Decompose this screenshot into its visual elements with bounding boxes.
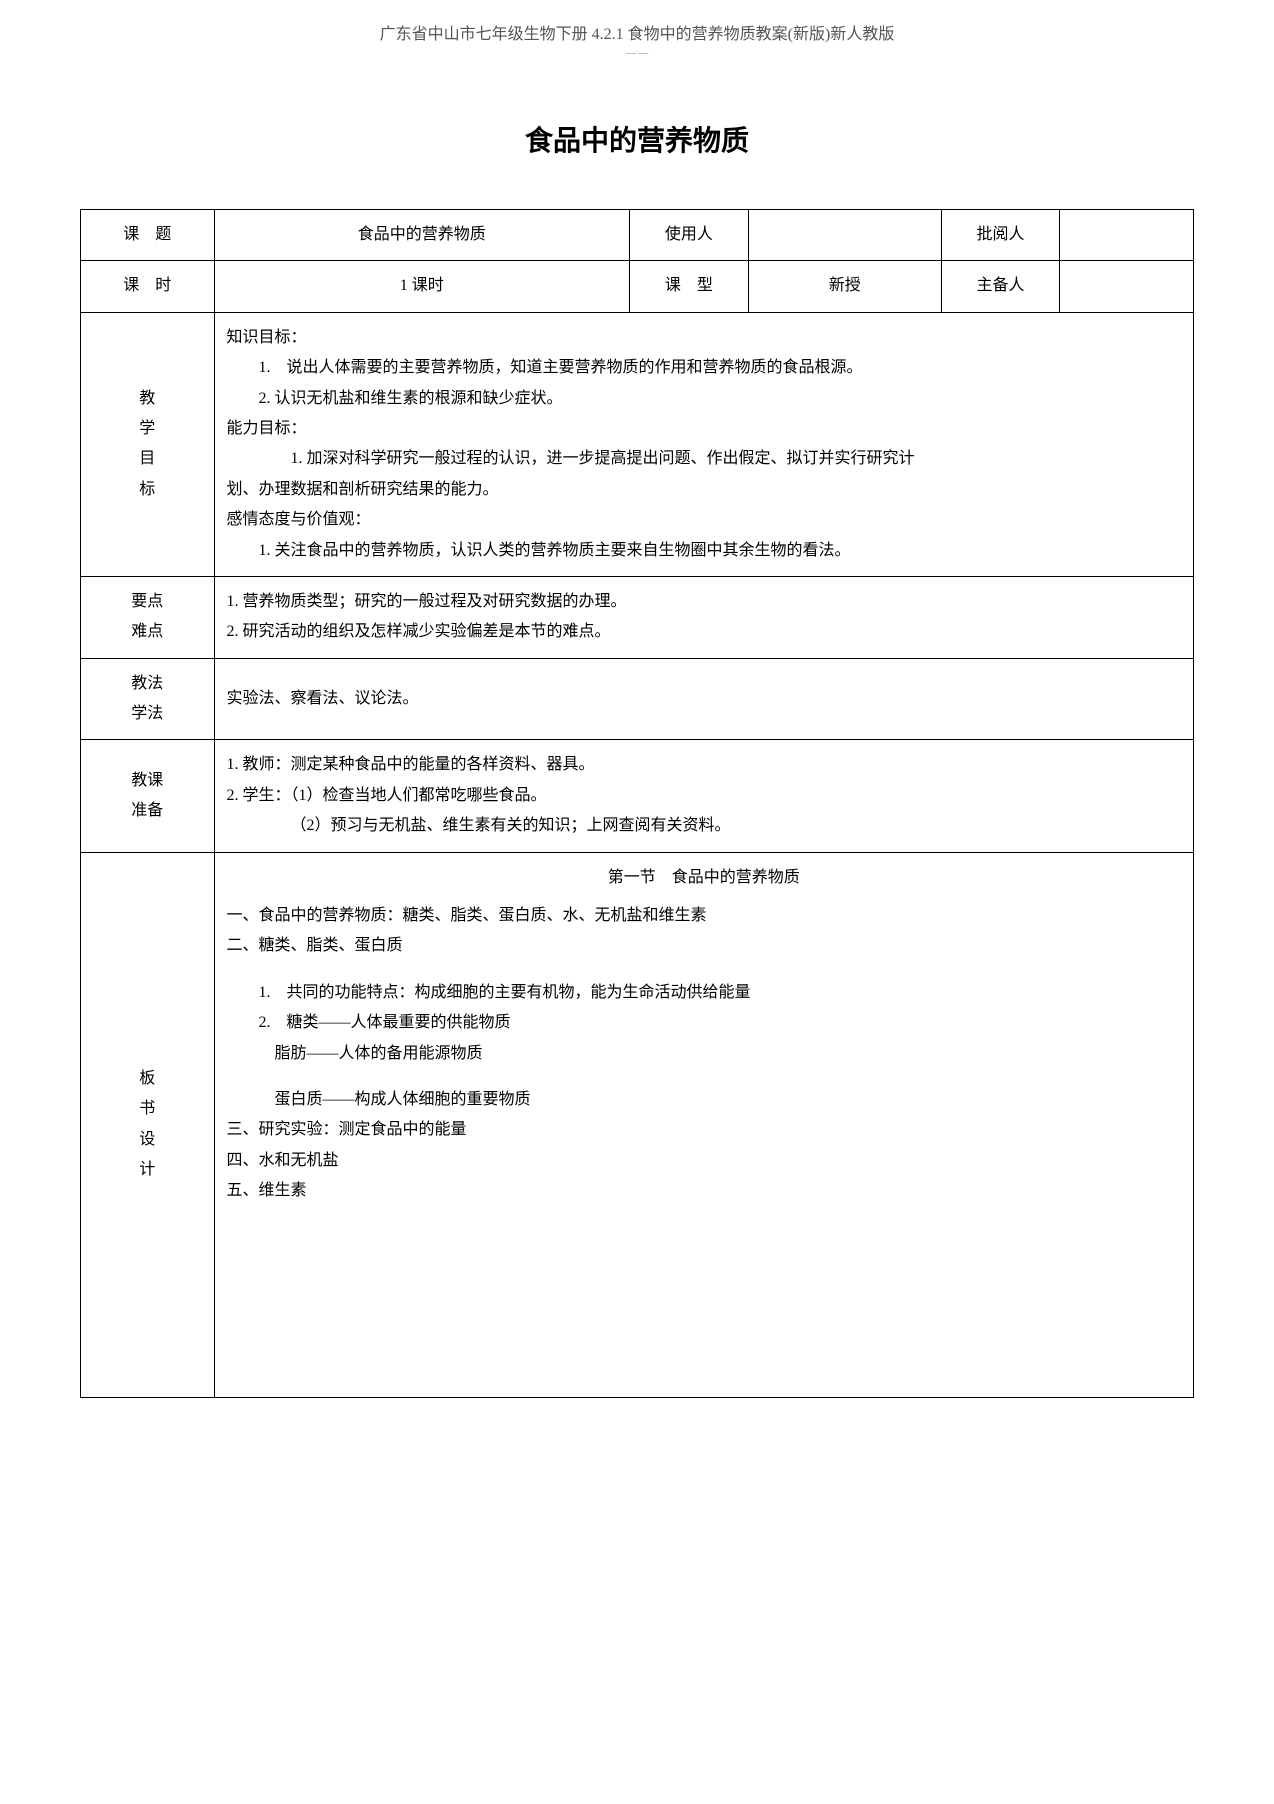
- objectives-content: 知识目标： 1. 说出人体需要的主要营养物质，知道主要营养物质的作用和营养物质的…: [214, 312, 1193, 576]
- type-value: 新授: [748, 261, 941, 312]
- label-char: 要点: [93, 587, 202, 617]
- board-line: 二、糖类、脂类、蛋白质: [227, 931, 1181, 961]
- knowledge-title: 知识目标：: [227, 323, 1181, 353]
- ability-title: 能力目标：: [227, 414, 1181, 444]
- board-line: 1. 共同的功能特点：构成细胞的主要有机物，能为生命活动供给能量: [227, 978, 1181, 1008]
- table-row-period: 课 时 1 课时 课 型 新授 主备人: [81, 261, 1194, 312]
- keypoints-content: 1. 营养物质类型；研究的一般过程及对研究数据的办理。 2. 研究活动的组织及怎…: [214, 576, 1193, 658]
- spacer: [227, 1207, 1181, 1387]
- period-label: 课 时: [81, 261, 215, 312]
- board-line: 五、维生素: [227, 1176, 1181, 1206]
- board-content: 第一节 食品中的营养物质 一、食品中的营养物质：糖类、脂类、蛋白质、水、无机盐和…: [214, 852, 1193, 1397]
- keypoints-label: 要点 难点: [81, 576, 215, 658]
- keypoints-item: 2. 研究活动的组织及怎样减少实验偏差是本节的难点。: [227, 617, 1181, 647]
- label-char: 难点: [93, 617, 202, 647]
- table-row-topic: 课 题 食品中的营养物质 使用人 批阅人: [81, 210, 1194, 261]
- methods-label: 教法 学法: [81, 658, 215, 740]
- preparation-item: 2. 学生：（1）检查当地人们都常吃哪些食品。: [227, 781, 1181, 811]
- ability-item: 1. 加深对科学研究一般过程的认识，进一步提高提出问题、作出假定、拟订并实行研究…: [227, 444, 1181, 474]
- topic-label: 课 题: [81, 210, 215, 261]
- label-char: 教课: [93, 766, 202, 796]
- board-section-title: 第一节 食品中的营养物质: [227, 863, 1181, 893]
- keypoints-item: 1. 营养物质类型；研究的一般过程及对研究数据的办理。: [227, 587, 1181, 617]
- board-line: 一、食品中的营养物质：糖类、脂类、蛋白质、水、无机盐和维生素: [227, 901, 1181, 931]
- preparation-content: 1. 教师：测定某种食品中的能量的各样资料、器具。 2. 学生：（1）检查当地人…: [214, 740, 1193, 852]
- header-dash: — —: [80, 48, 1194, 59]
- header-breadcrumb: 广东省中山市七年级生物下册 4.2.1 食物中的营养物质教案(新版)新人教版: [80, 20, 1194, 44]
- lesson-plan-table: 课 题 食品中的营养物质 使用人 批阅人 课 时 1 课时 课 型 新授 主备人…: [80, 209, 1194, 1398]
- label-char: 学法: [93, 699, 202, 729]
- label-char: 标: [93, 475, 202, 505]
- board-label: 板 书 设 计: [81, 852, 215, 1397]
- label-char: 目: [93, 444, 202, 474]
- table-row-objectives: 教 学 目 标 知识目标： 1. 说出人体需要的主要营养物质，知道主要营养物质的…: [81, 312, 1194, 576]
- spacer: [227, 1069, 1181, 1085]
- user-value: [748, 210, 941, 261]
- preparer-value: [1060, 261, 1194, 312]
- period-value: 1 课时: [214, 261, 630, 312]
- label-char: 学: [93, 414, 202, 444]
- table-row-board: 板 书 设 计 第一节 食品中的营养物质 一、食品中的营养物质：糖类、脂类、蛋白…: [81, 852, 1194, 1397]
- label-char: 准备: [93, 796, 202, 826]
- knowledge-item: 1. 说出人体需要的主要营养物质，知道主要营养物质的作用和营养物质的食品根源。: [227, 353, 1181, 383]
- table-row-keypoints: 要点 难点 1. 营养物质类型；研究的一般过程及对研究数据的办理。 2. 研究活…: [81, 576, 1194, 658]
- topic-value: 食品中的营养物质: [214, 210, 630, 261]
- reviewer-label: 批阅人: [941, 210, 1060, 261]
- board-line: 三、研究实验：测定食品中的能量: [227, 1115, 1181, 1145]
- board-line: 蛋白质——构成人体细胞的重要物质: [227, 1085, 1181, 1115]
- reviewer-value: [1060, 210, 1194, 261]
- objectives-label: 教 学 目 标: [81, 312, 215, 576]
- type-label: 课 型: [630, 261, 749, 312]
- table-row-methods: 教法 学法 实验法、察看法、议论法。: [81, 658, 1194, 740]
- preparation-item: （2）预习与无机盐、维生素有关的知识；上网查阅有关资料。: [227, 811, 1181, 841]
- preparation-item: 1. 教师：测定某种食品中的能量的各样资料、器具。: [227, 750, 1181, 780]
- attitude-title: 感情态度与价值观：: [227, 505, 1181, 535]
- knowledge-item: 2. 认识无机盐和维生素的根源和缺少症状。: [227, 384, 1181, 414]
- board-line: 2. 糖类——人体最重要的供能物质: [227, 1008, 1181, 1038]
- board-line: 脂肪——人体的备用能源物质: [227, 1039, 1181, 1069]
- methods-content: 实验法、察看法、议论法。: [214, 658, 1193, 740]
- ability-item-cont: 划、办理数据和剖析研究结果的能力。: [227, 475, 1181, 505]
- label-char: 计: [93, 1155, 202, 1185]
- label-char: 教: [93, 384, 202, 414]
- user-label: 使用人: [630, 210, 749, 261]
- label-char: 教法: [93, 669, 202, 699]
- methods-text: 实验法、察看法、议论法。: [227, 684, 1181, 714]
- table-row-preparation: 教课 准备 1. 教师：测定某种食品中的能量的各样资料、器具。 2. 学生：（1…: [81, 740, 1194, 852]
- attitude-item: 1. 关注食品中的营养物质，认识人类的营养物质主要来自生物圈中其余生物的看法。: [227, 536, 1181, 566]
- document-title: 食品中的营养物质: [80, 119, 1194, 159]
- preparer-label: 主备人: [941, 261, 1060, 312]
- preparation-label: 教课 准备: [81, 740, 215, 852]
- board-line: 四、水和无机盐: [227, 1146, 1181, 1176]
- spacer: [227, 962, 1181, 978]
- label-char: 书: [93, 1094, 202, 1124]
- label-char: 板: [93, 1064, 202, 1094]
- label-char: 设: [93, 1125, 202, 1155]
